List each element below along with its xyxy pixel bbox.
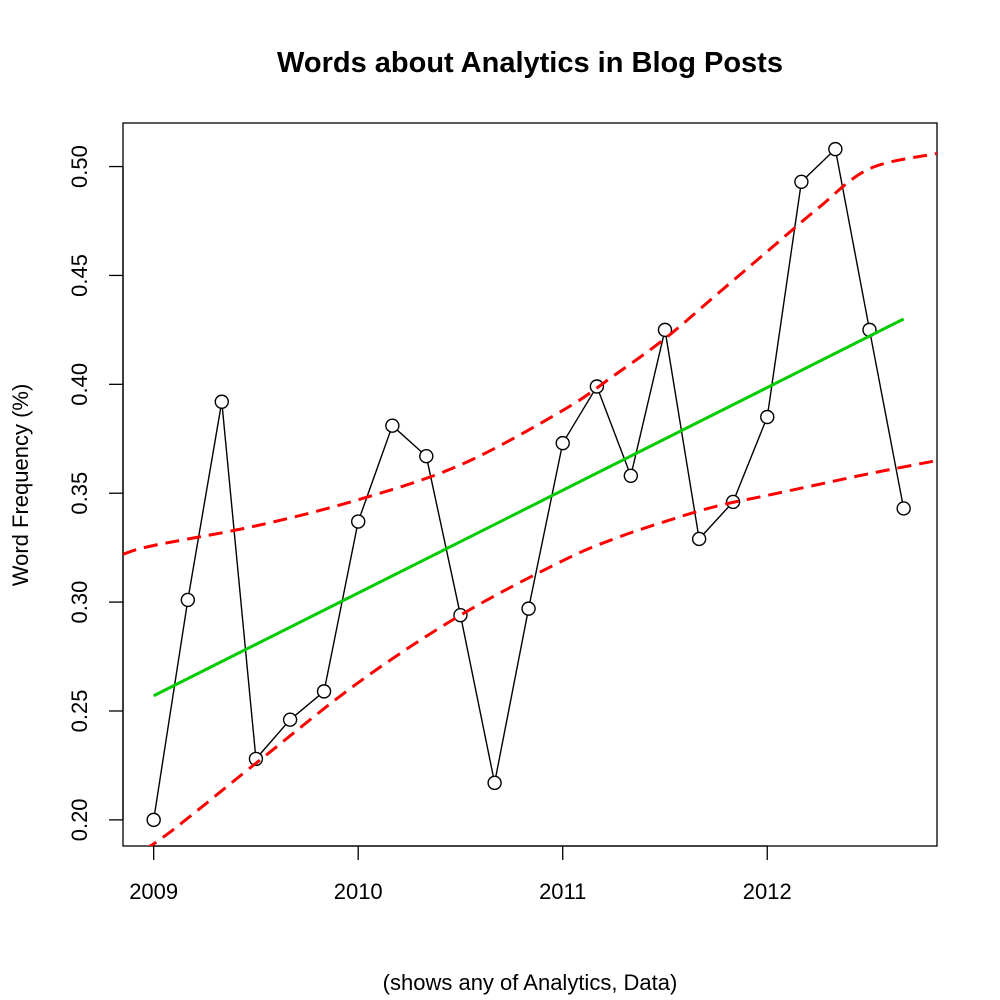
data-point [214, 394, 229, 409]
series-segment [259, 724, 287, 755]
x-tick-label: 2012 [743, 879, 792, 904]
data-point [828, 141, 843, 157]
series-segment [870, 336, 904, 503]
series-segment [221, 408, 257, 753]
series-segment [835, 155, 869, 324]
data-point [419, 448, 434, 464]
series-segment [153, 606, 188, 814]
y-tick-label: 0.30 [67, 581, 92, 624]
series-segment [426, 462, 460, 609]
data-point [623, 468, 639, 483]
trend-line [153, 317, 905, 698]
lower-confidence-band [147, 459, 937, 846]
data-point [282, 712, 298, 727]
x-axis-label: (shows any of Analytics, Data) [383, 970, 678, 995]
y-axis: 0.20 0.25 0.30 0.35 0.40 0.45 0.50 [67, 145, 124, 841]
series-segment [188, 408, 222, 594]
series-segment [324, 527, 358, 686]
plot-area [123, 141, 937, 846]
x-tick-label: 2011 [539, 879, 586, 904]
series-segment [294, 695, 320, 717]
data-point [896, 501, 911, 516]
y-axis-label: Word Frequency (%) [8, 384, 33, 587]
y-tick-label: 0.25 [67, 690, 92, 733]
series-segment [805, 153, 832, 178]
series-segment [565, 391, 595, 438]
chart-title: Words about Analytics in Blog Posts [277, 47, 783, 79]
upper-confidence-band [123, 152, 937, 556]
data-point [453, 607, 468, 623]
series-segment [495, 614, 529, 777]
y-tick-label: 0.35 [67, 472, 92, 515]
series-segment [665, 336, 699, 533]
x-tick-label: 2009 [129, 879, 178, 904]
data-point [794, 174, 809, 189]
data-point [385, 418, 400, 433]
y-tick-label: 0.50 [67, 145, 92, 188]
observed-series [146, 141, 911, 828]
series-segment [734, 422, 766, 497]
data-point [760, 409, 775, 425]
series-segment [396, 429, 422, 453]
data-point [351, 514, 366, 529]
series-segment [598, 392, 630, 470]
data-point [487, 775, 502, 791]
data-point [725, 494, 741, 510]
x-axis: 2009 2010 2011 2012 [129, 845, 792, 904]
series-segment [359, 431, 391, 516]
x-tick-label: 2010 [334, 879, 383, 904]
data-point [248, 751, 264, 767]
series-segment [631, 336, 665, 470]
series-segment [529, 449, 563, 603]
data-point [657, 322, 673, 338]
data-point [589, 379, 605, 394]
series-segment [461, 621, 495, 777]
data-point [555, 435, 570, 451]
data-point [691, 531, 707, 547]
y-tick-label: 0.40 [67, 363, 92, 406]
data-point [180, 592, 196, 608]
data-point [316, 684, 332, 699]
y-tick-label: 0.45 [67, 254, 92, 297]
data-point [521, 601, 536, 616]
data-point [146, 812, 161, 828]
series-segment [703, 506, 730, 535]
y-tick-label: 0.20 [67, 798, 92, 841]
series-segment [767, 188, 802, 411]
